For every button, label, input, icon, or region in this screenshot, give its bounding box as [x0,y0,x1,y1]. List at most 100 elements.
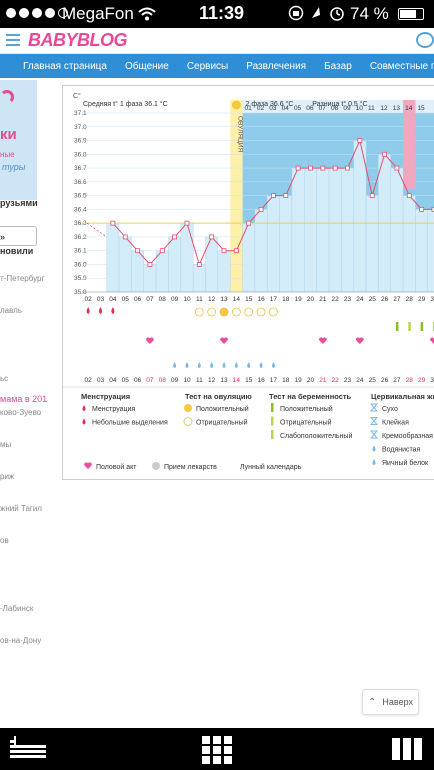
chat-icon[interactable] [416,32,434,48]
sidebar-label[interactable]: лавль [0,306,23,315]
reader-mode-icon[interactable] [10,736,46,762]
sidebar-select[interactable]: » [0,226,37,246]
nav-item-3[interactable]: Развлечения [246,60,307,72]
y-tick-label: 35.8 [74,289,87,296]
legend-extra-item: Лунный календарь [240,463,302,471]
babyblog-logo[interactable]: BABYBLOG [28,30,128,50]
temperature-point [147,262,153,267]
temperature-bar [217,250,231,293]
legend-pregnancy-icon [271,403,274,412]
temperature-bar [365,195,379,293]
intercourse-heart-icon [319,337,327,344]
menu-icon[interactable] [6,34,20,46]
x-tick-label: 08 [159,296,167,303]
nav-item-5[interactable]: Совместные покупки [369,60,434,72]
sidebar-label[interactable]: ов [0,536,9,545]
chart-header-bg [63,86,434,100]
legend-item: Положительный [196,405,249,413]
legend-drop-icon [82,405,86,411]
sidebar-label[interactable]: ов-на-Дону [0,636,42,645]
bottom-day-label: 08 [159,377,167,384]
ovulation-sun-icon [231,100,241,110]
nav-item-0[interactable]: Главная страница [23,60,107,72]
bottom-day-label: 07 [146,377,154,384]
temperature-point [246,220,252,226]
menstruation-drop-icon [111,307,115,314]
phase2-day-number: 14 [405,105,413,112]
sidebar-label[interactable]: рузьями [0,198,38,208]
temperature-point [110,220,116,226]
x-tick-label: 02 [85,296,93,303]
phase2-average-label: 2 фаза 36.6 °C [246,100,294,108]
legend-drop-icon [372,459,376,465]
bottom-day-label: 25 [369,377,377,384]
sidebar-select-value: » [0,232,6,242]
y-tick-label: 37.1 [74,110,87,117]
temperature-bar [328,167,342,293]
nav-item-4[interactable]: Базар [324,60,352,72]
sidebar-label[interactable]: новили [0,246,34,256]
temperature-point [406,193,412,199]
columns-icon[interactable] [392,738,422,760]
carrier-name: MegaFon [62,4,134,23]
intercourse-heart-icon [146,337,154,344]
y-tick-label: 36.2 [74,234,87,241]
temperature-point [271,193,276,199]
phase2-days-row [242,100,434,113]
legend-moon-icon [230,462,234,470]
x-tick-label: 23 [344,296,352,303]
back-to-top-button[interactable]: ⌃ Наверх [362,689,419,715]
phase2-day-number: 05 [294,105,302,112]
legend-title: Цервикальная жи [371,392,434,401]
legend-title: Тест на овуляцию [185,392,252,401]
y-tick-label: 36.7 [74,165,87,172]
phase2-day-number: 11 [368,105,375,112]
nav-item-1[interactable]: Общение [124,60,169,72]
y-tick-label: 36.5 [74,193,87,200]
sidebar-label[interactable]: ьс [0,374,9,383]
ovulation-label: ОВУЛЯЦИЯ [237,116,244,153]
y-axis-label: C° [73,92,81,100]
temperature-point [394,165,400,171]
tabs-grid-icon[interactable] [202,736,232,764]
promo-banner[interactable]: ки ные туры [0,80,37,200]
phase2-day-number: 13 [393,105,401,112]
temperature-point [122,234,128,240]
legend-pregnancy-icon [271,430,274,439]
bottom-day-label: 04 [109,377,117,384]
legend-item: Клейкая [382,419,409,427]
bottom-day-label: 21 [319,377,327,384]
temperature-point [159,248,165,254]
sidebar-label[interactable]: ково-Зуево [0,408,42,417]
temperature-point [233,248,239,254]
temperature-point [320,165,326,171]
promo-line-1: ки [0,126,17,143]
legend-item: Небольшие выделения [92,419,168,427]
clock: 11:39 [199,3,245,23]
ovulation-test-negative-icon [207,307,217,317]
sidebar-label[interactable]: мы [0,440,12,449]
sidebar-label[interactable]: мама в 201 [0,394,48,404]
sidebar-label[interactable]: риж [0,472,15,481]
x-tick-label: 19 [295,296,303,303]
bottom-day-label: 15 [245,377,253,384]
y-tick-label: 36.3 [74,220,87,227]
nav-item-2[interactable]: Сервисы [186,60,229,72]
intercourse-heart-icon [220,337,228,344]
dashed-lead-line [86,222,107,238]
temperature-point [308,165,313,171]
x-tick-label: 10 [183,296,191,303]
temperature-bar [168,236,181,293]
phase2-day-number: 06 [306,105,314,112]
signal-strength-icon [6,8,68,18]
legend-cervical-icon [369,430,379,439]
legend-heart-icon [84,462,92,469]
sidebar-label[interactable]: т-Петербург [0,274,45,283]
temperature-bar [279,195,293,293]
temperature-bar [341,167,354,293]
sidebar-label[interactable]: -Лабинск [0,604,34,613]
temperature-point [369,193,375,199]
sidebar-label[interactable]: жний Тагил [0,504,42,513]
promo-line-2: ные [0,150,15,159]
x-tick-label: 06 [134,296,142,303]
